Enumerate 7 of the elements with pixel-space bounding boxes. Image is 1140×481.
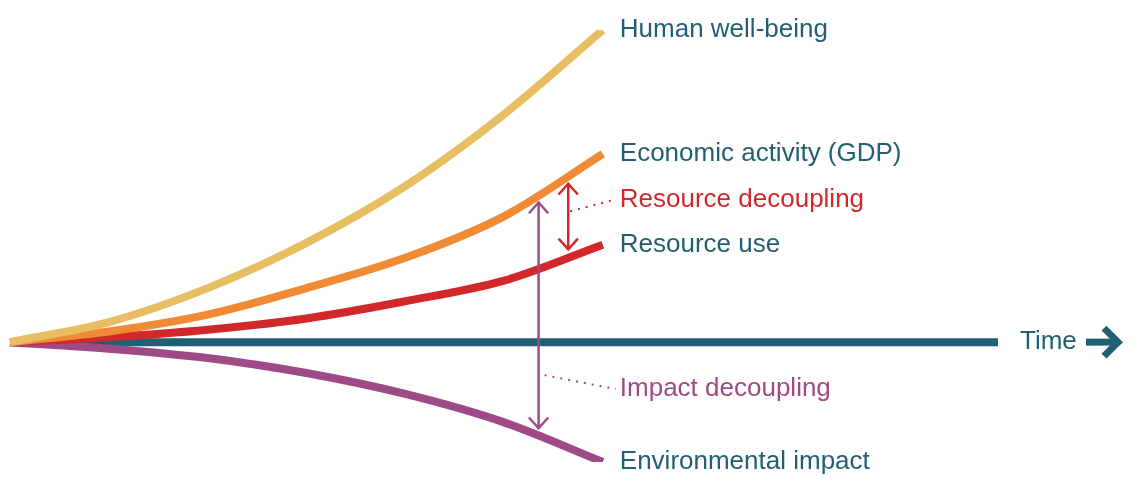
series-label: Environmental impact [619,445,871,476]
series-label: Human well-being [619,13,828,44]
series-label: Economic activity (GDP) [619,137,902,168]
annotation: Resource decoupling [619,182,865,213]
x-axis-title: Time [1020,325,1077,356]
legend-label: Resource use [619,227,781,258]
annotation: Impact decoupling [619,372,831,403]
